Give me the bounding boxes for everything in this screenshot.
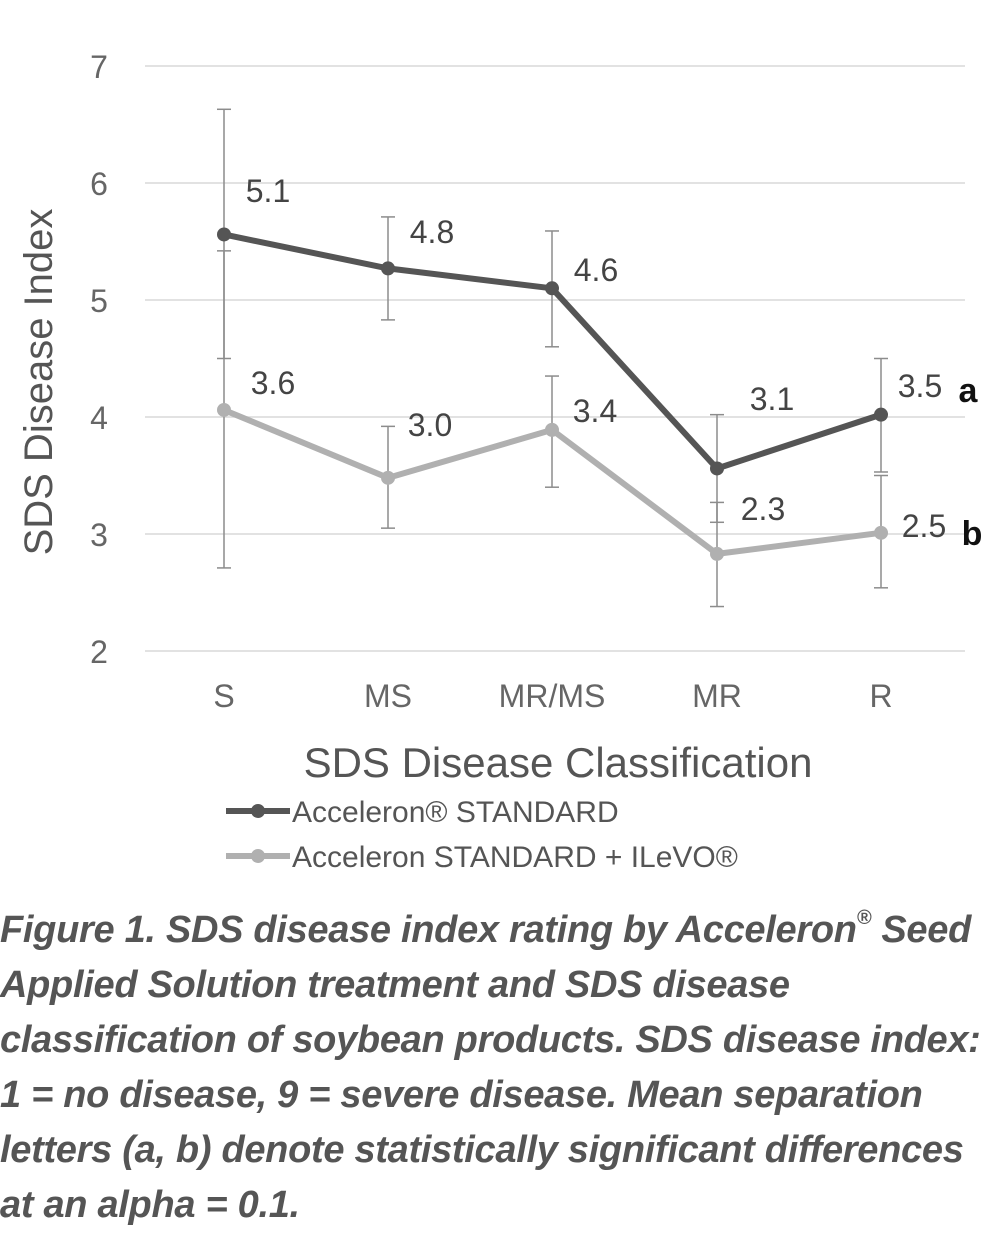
- data-label: 2.5: [902, 508, 946, 544]
- data-label: 3.6: [251, 365, 295, 401]
- legend-swatch-marker: [251, 804, 265, 818]
- data-point: [381, 470, 395, 485]
- y-tick-label: 7: [90, 49, 108, 85]
- x-tick-label: MR: [692, 678, 742, 714]
- line-chart: 2 3 4 5 6 7 S MS MR/MS MR R SDS Disease Index SDS…: [17, 49, 982, 874]
- gridlines: [145, 65, 965, 652]
- y-tick-label: 2: [90, 634, 108, 670]
- data-label: 2.3: [741, 491, 785, 527]
- y-axis-title: SDS Disease Index: [17, 209, 61, 556]
- y-tick-label: 5: [90, 283, 108, 319]
- series-layer: 5.1 4.8 4.6 3.1 3.5 a 3.6 3.0 3.4 2.3 2.5 b: [217, 108, 982, 608]
- data-point: [874, 407, 888, 422]
- legend-swatch-marker: [251, 849, 265, 863]
- data-point: [545, 281, 559, 296]
- x-tick-label: MS: [364, 678, 412, 714]
- x-axis-ticks: S MS MR/MS MR R: [213, 678, 892, 714]
- data-point: [874, 525, 888, 540]
- data-point: [710, 546, 724, 561]
- caption-registered-mark: ®: [856, 907, 872, 929]
- data-label: 3.4: [573, 393, 617, 429]
- legend-item: Acceleron® STANDARD: [226, 796, 619, 829]
- x-axis-title: SDS Disease Classification: [304, 739, 813, 786]
- y-tick-label: 4: [90, 400, 108, 436]
- figure-caption: Figure 1. SDS disease index rating by Ac…: [0, 903, 1000, 1233]
- data-point: [217, 227, 231, 242]
- data-point: [381, 261, 395, 276]
- x-tick-label: MR/MS: [499, 678, 606, 714]
- y-tick-label: 6: [90, 166, 108, 202]
- caption-text-1: Figure 1. SDS disease index rating by Ac…: [0, 909, 857, 951]
- data-point: [217, 402, 231, 417]
- data-label: 4.8: [410, 214, 454, 250]
- data-label: 3.0: [408, 407, 452, 443]
- caption-text-2: Seed Applied Solution treatment and SDS …: [0, 909, 981, 1226]
- series-1: 5.1 4.8 4.6 3.1 3.5 a: [217, 173, 979, 476]
- legend-item: Acceleron STANDARD + ILeVO®: [226, 841, 738, 874]
- data-label: 3.1: [750, 381, 794, 417]
- data-point: [545, 422, 559, 437]
- y-axis-ticks: 2 3 4 5 6 7: [90, 49, 108, 670]
- legend-label: Acceleron® STANDARD: [292, 796, 619, 829]
- x-tick-label: S: [213, 678, 234, 714]
- significance-letter: b: [962, 515, 983, 553]
- data-label: 5.1: [246, 173, 290, 209]
- data-point: [710, 461, 724, 476]
- significance-letter: a: [959, 372, 979, 410]
- y-tick-label: 3: [90, 517, 108, 553]
- legend-label: Acceleron STANDARD + ILeVO®: [292, 841, 738, 874]
- data-label: 3.5: [898, 368, 942, 404]
- series-2: 3.6 3.0 3.4 2.3 2.5 b: [217, 365, 982, 561]
- x-tick-label: R: [869, 678, 892, 714]
- legend: Acceleron® STANDARD Acceleron STANDARD + …: [226, 796, 738, 874]
- data-label: 4.6: [574, 252, 618, 288]
